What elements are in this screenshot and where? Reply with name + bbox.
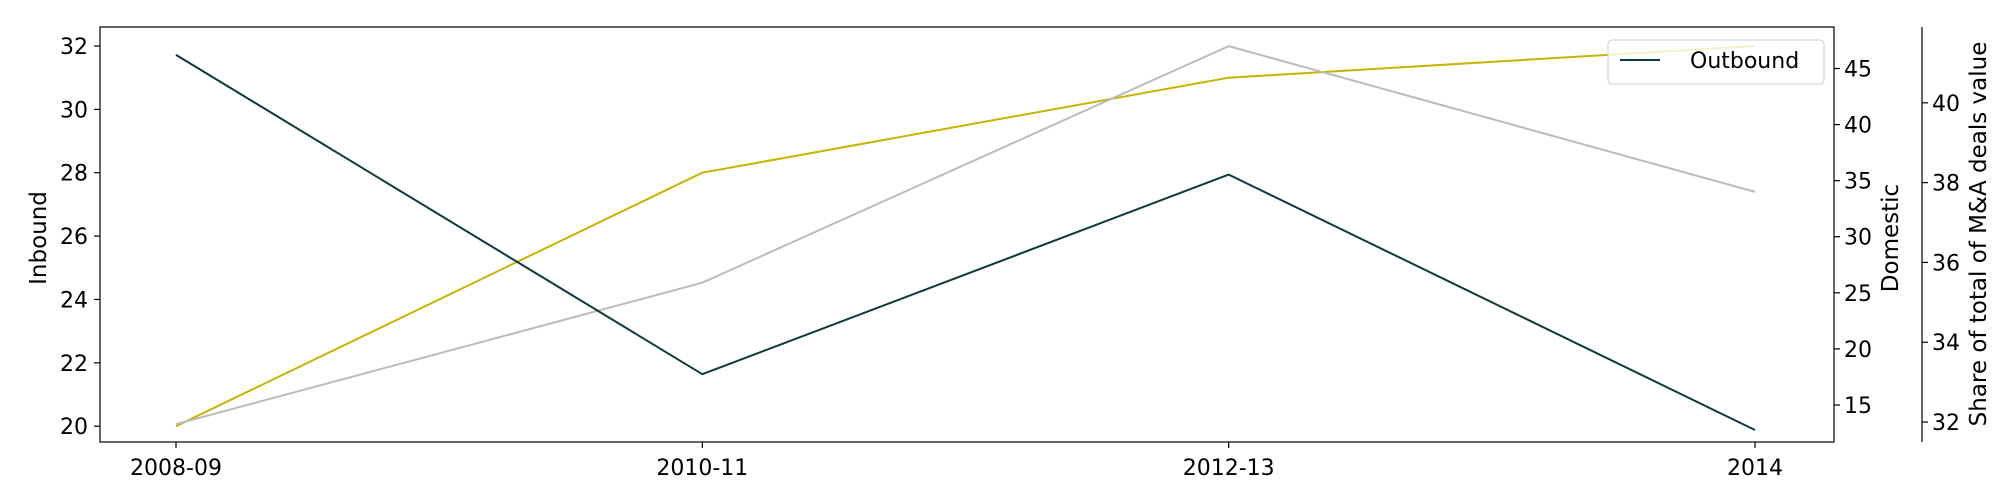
x-tick-label: 2012-13 xyxy=(1183,456,1275,481)
y-tick-label-domestic: 35 xyxy=(1844,170,1872,195)
legend-box xyxy=(1607,39,1825,85)
y-tick-label-inbound: 28 xyxy=(60,162,88,187)
y-tick-label-domestic: 25 xyxy=(1844,282,1872,307)
y-axis-share: Share of total of M&A deals value 32 34 36… xyxy=(1921,27,1992,442)
plot-area-border xyxy=(99,26,1835,443)
series-lines xyxy=(175,45,1756,431)
series-line-inbound xyxy=(175,45,1756,428)
y-tick-label-share: 40 xyxy=(1932,92,1960,117)
y-axis-title-inbound: Inbound xyxy=(26,191,52,285)
y-tick-label-domestic: 45 xyxy=(1844,58,1872,83)
x-axis: 2008-09 2010-11 2012-13 2014 xyxy=(130,442,1783,481)
x-tick-label: 2010-11 xyxy=(656,456,748,481)
y-axis-domestic: Domestic 15 20 25 30 35 40 45 xyxy=(1834,58,1904,419)
x-tick-label: 2008-09 xyxy=(130,456,222,481)
series-line-outbound xyxy=(175,54,1756,431)
y-tick-label-share: 38 xyxy=(1932,172,1960,197)
plot-frame xyxy=(99,26,1835,443)
y-tick-label-inbound: 26 xyxy=(60,225,88,250)
axes: 2008-09 2010-11 2012-13 2014 Inbound 20 22 24… xyxy=(26,27,1992,481)
y-tick-label-share: 36 xyxy=(1932,251,1960,276)
x-tick-label: 2014 xyxy=(1727,456,1783,481)
y-tick-label-domestic: 15 xyxy=(1844,394,1872,419)
y-axis-title-domestic: Domestic xyxy=(1878,184,1904,292)
y-tick-label-inbound: 22 xyxy=(60,352,88,377)
legend-label-outbound: Outbound xyxy=(1690,49,1799,74)
y-tick-label-inbound: 30 xyxy=(60,98,88,123)
y-tick-label-inbound: 32 xyxy=(60,35,88,60)
y-axis-inbound: Inbound 20 22 24 26 28 30 32 xyxy=(26,35,100,440)
y-tick-label-share: 34 xyxy=(1932,331,1960,356)
y-tick-label-inbound: 24 xyxy=(60,288,88,313)
series-line-domestic xyxy=(175,45,1756,426)
y-tick-label-share: 32 xyxy=(1932,411,1960,436)
y-tick-label-inbound: 20 xyxy=(60,415,88,440)
y-tick-label-domestic: 30 xyxy=(1844,226,1872,251)
y-tick-label-domestic: 40 xyxy=(1844,114,1872,139)
y-axis-title-share: Share of total of M&A deals value xyxy=(1966,42,1992,427)
legend: Outbound xyxy=(1607,39,1825,85)
y-tick-label-domestic: 20 xyxy=(1844,338,1872,363)
